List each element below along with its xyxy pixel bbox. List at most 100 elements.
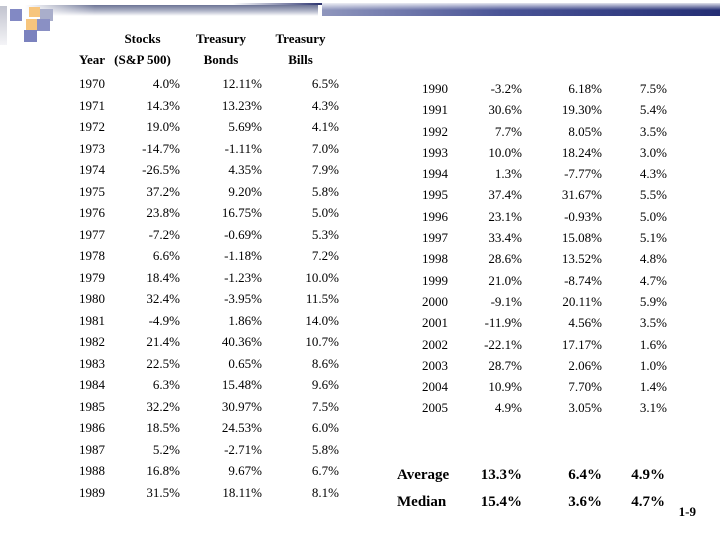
value-cell: 14.3% (146, 97, 180, 113)
value-cell: -11.9% (484, 315, 522, 331)
row-label-cell: 1989 (79, 484, 105, 500)
row-label-cell: 1985 (79, 398, 105, 414)
value-cell: 5.4% (639, 102, 667, 118)
value-cell: -3.95% (224, 291, 262, 306)
table-row: 1970 4.0% 12.11% 6.5% (60, 73, 339, 95)
row-label-cell: 1988 (79, 463, 105, 478)
table-row: 2004 10.9% 7.70% 1.4% (400, 376, 667, 397)
summary-table: Average 13.3% 6.4% 4.9% Median 15.4% 3.6% 4.7% (397, 462, 665, 515)
table-row: 1978 6.6% -1.18% 7.2% (60, 245, 339, 267)
value-cell: 4.1% (311, 119, 339, 134)
value-cell: 6.5% (311, 76, 339, 91)
row-label-cell: 1992 (422, 123, 448, 139)
value-cell: 28.6% (488, 251, 522, 267)
row-label-cell: 1986 (79, 420, 105, 435)
value-cell: 15.4% (480, 493, 522, 510)
value-cell: 8.1% (311, 484, 339, 500)
header-cell (60, 31, 105, 47)
value-cell: 18.11% (222, 484, 262, 500)
table-row: 1992 7.7% 8.05% 3.5% (400, 121, 667, 142)
mosaic-square-icon (37, 19, 50, 31)
value-cell: 3.6% (568, 493, 602, 510)
value-cell: 23.1% (488, 208, 522, 224)
value-cell: 10.9% (488, 379, 522, 395)
value-cell: 21.0% (488, 272, 522, 288)
value-cell: 4.3% (639, 166, 667, 182)
table-row: 1991 30.6% 19.30% 5.4% (400, 99, 667, 120)
value-cell: -14.7% (142, 140, 180, 156)
header-cell-treasury-bonds: Treasury (195, 31, 247, 46)
value-cell: 15.08% (561, 230, 602, 246)
value-cell: -22.1% (484, 336, 522, 352)
table-row: 1979 18.4% -1.23% 10.0% (60, 267, 339, 289)
value-cell: 13.52% (561, 251, 602, 267)
row-label-cell: 1990 (422, 81, 448, 96)
row-label-cell: 1998 (422, 251, 448, 267)
row-label-cell: 1993 (422, 144, 448, 160)
value-cell: 12.11% (222, 76, 262, 91)
value-cell: 0.65% (228, 355, 262, 371)
value-cell: 9.6% (311, 377, 339, 392)
value-cell: 4.0% (152, 76, 180, 91)
row-label-cell: 1974 (79, 162, 105, 177)
value-cell: 7.7% (494, 123, 522, 139)
value-cell: 1.6% (639, 336, 667, 352)
mosaic-square-icon (10, 9, 22, 21)
value-cell: 5.1% (639, 230, 667, 246)
table-row: 1972 19.0% 5.69% 4.1% (60, 116, 339, 138)
row-label-cell: 2003 (422, 357, 448, 373)
value-cell: 5.3% (311, 226, 339, 242)
table-row: 1983 22.5% 0.65% 8.6% (60, 353, 339, 375)
mosaic-square-icon (26, 19, 37, 30)
value-cell: -1.23% (224, 269, 262, 285)
value-cell: -8.74% (564, 272, 602, 288)
row-label-cell: 1981 (79, 312, 105, 328)
table-row: 1989 31.5% 18.11% 8.1% (60, 482, 339, 504)
value-cell: 7.5% (639, 81, 667, 96)
table-row: 1994 1.3% -7.77% 4.3% (400, 163, 667, 184)
value-cell: 40.36% (221, 334, 262, 349)
table-row: 1993 10.0% 18.24% 3.0% (400, 142, 667, 163)
table-row: 1977 -7.2% -0.69% 5.3% (60, 224, 339, 246)
value-cell: 3.1% (639, 400, 667, 416)
value-cell: 5.0% (639, 208, 667, 224)
mosaic-square-icon (24, 30, 37, 42)
value-cell: 4.8% (639, 251, 667, 267)
table-row: 1980 32.4% -3.95% 11.5% (60, 288, 339, 310)
returns-table-1970-1989: 1970 4.0% 12.11% 6.5% 1971 14.3% 13.23% 4.3% 197… (60, 73, 339, 503)
left-table-header-row1: Stocks Treasury Treasury (60, 31, 339, 47)
value-cell: 3.5% (639, 123, 667, 139)
table-row: 2000 -9.1% 20.11% 5.9% (400, 291, 667, 312)
row-label-cell: 1983 (79, 355, 105, 371)
value-cell: 1.0% (639, 357, 667, 373)
value-cell: -1.18% (224, 248, 262, 263)
header-cell-bonds: Bonds (203, 52, 239, 67)
value-cell: 6.6% (152, 248, 180, 263)
table-row: 1995 37.4% 31.67% 5.5% (400, 184, 667, 205)
value-cell: 17.17% (561, 336, 602, 352)
value-cell: 4.7% (631, 493, 665, 510)
table-row: 1996 23.1% -0.93% 5.0% (400, 206, 667, 227)
value-cell: 7.2% (311, 248, 339, 263)
page-number: 1-9 (678, 504, 696, 519)
value-cell: -2.71% (224, 441, 262, 457)
returns-table-1990-2005: 1990 -3.2% 6.18% 7.5% 1991 30.6% 19.30% 5.4% 199… (400, 78, 667, 419)
value-cell: 24.53% (221, 420, 262, 435)
row-label-cell: 1984 (79, 377, 105, 392)
value-cell: 4.7% (639, 272, 667, 288)
value-cell: 8.05% (568, 123, 602, 139)
header-bar-left (25, 5, 318, 16)
row-label-cell: 1976 (79, 205, 105, 220)
row-label-cell: Median (397, 493, 447, 510)
row-label-cell: 1977 (79, 226, 105, 242)
table-row: Average 13.3% 6.4% 4.9% (397, 462, 665, 489)
mosaic-square-icon (29, 7, 40, 17)
table-row: 2005 4.9% 3.05% 3.1% (400, 397, 667, 418)
row-label-cell: 2001 (422, 315, 448, 331)
value-cell: -0.93% (564, 208, 602, 224)
table-row: 1986 18.5% 24.53% 6.0% (60, 417, 339, 439)
value-cell: 9.20% (228, 183, 262, 199)
value-cell: 11.5% (305, 291, 339, 306)
table-row: 1981 -4.9% 1.86% 14.0% (60, 310, 339, 332)
